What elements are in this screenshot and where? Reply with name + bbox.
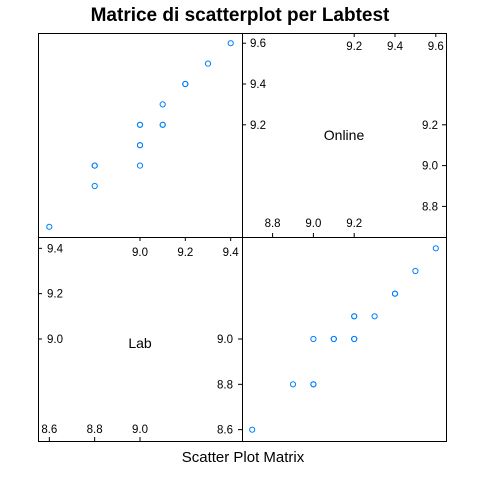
scatter-online-vs-lab-point-6 bbox=[136, 142, 144, 149]
scatter-online-vs-lab-point-13 bbox=[182, 80, 189, 88]
online-right-tick-0: 8.8 bbox=[422, 201, 438, 213]
scatter-lab-vs-online-point-14 bbox=[412, 267, 419, 275]
scatter-lab-vs-online-point-3 bbox=[310, 381, 317, 388]
lab-top-tick-3: 9.2 bbox=[177, 247, 193, 259]
scatter-lab-vs-online-point-15 bbox=[432, 245, 439, 252]
scatter-online-vs-lab-point-0 bbox=[46, 223, 53, 230]
scatter-lab-vs-online-point-4 bbox=[310, 335, 317, 343]
online-left-tick-2: 9.2 bbox=[250, 120, 266, 132]
online-bottom-tick-1: 9.0 bbox=[305, 218, 321, 230]
online-top-tick-3: 9.4 bbox=[387, 41, 404, 53]
online-bottom-tick-2: 9.2 bbox=[346, 218, 362, 230]
online-left-tick-3: 9.4 bbox=[250, 79, 267, 91]
lab-bottom-tick-0: 8.6 bbox=[41, 424, 57, 436]
diagonal-label-lab: Lab bbox=[128, 335, 152, 351]
scatter-lab-vs-online-point-0 bbox=[249, 426, 256, 433]
scatter-online-vs-lab-point-1 bbox=[91, 182, 98, 190]
scatter-online-vs-lab-point-10 bbox=[159, 121, 166, 128]
scatter-online-vs-lab-point-8 bbox=[136, 121, 144, 128]
online-bottom-tick-0: 8.8 bbox=[265, 218, 281, 230]
online-right-tick-1: 9.0 bbox=[422, 161, 438, 173]
lab-left-tick-2: 9.0 bbox=[47, 334, 63, 346]
online-top-tick-2: 9.2 bbox=[346, 41, 362, 53]
scatter-lab-vs-online-point-13 bbox=[391, 290, 399, 297]
scatter-lab-vs-online-point-1 bbox=[289, 381, 297, 388]
scatter-online-vs-lab-point-11 bbox=[159, 101, 166, 108]
chart-title: Matrice di scatterplot per Labtest bbox=[91, 5, 390, 26]
scatter-lab-vs-online-point-6 bbox=[330, 335, 337, 343]
lab-bottom-tick-1: 8.8 bbox=[87, 424, 103, 436]
lab-top-tick-2: 9.0 bbox=[132, 247, 148, 259]
lab-left-tick-4: 9.4 bbox=[47, 243, 64, 255]
scatter-lab-vs-online-point-11 bbox=[371, 313, 378, 320]
online-left-tick-4: 9.6 bbox=[250, 38, 266, 50]
scatter-lab-vs-online-point-8 bbox=[351, 335, 358, 343]
online-top-tick-4: 9.6 bbox=[428, 41, 444, 53]
scatter-online-vs-lab-point-14 bbox=[204, 60, 212, 67]
lab-right-tick-0: 8.6 bbox=[217, 425, 233, 437]
online-right-tick-2: 9.2 bbox=[422, 120, 438, 132]
scatter-online-vs-lab-point-3 bbox=[91, 162, 98, 169]
lab-right-tick-1: 8.8 bbox=[217, 379, 233, 391]
scatter-online-vs-lab-point-15 bbox=[227, 40, 234, 47]
x-axis-label: Scatter Plot Matrix bbox=[182, 449, 305, 466]
lab-top-tick-4: 9.4 bbox=[223, 247, 240, 259]
scatter-lab-vs-online-point-10 bbox=[351, 313, 358, 320]
lab-bottom-tick-2: 9.0 bbox=[132, 424, 148, 436]
scatter-online-vs-lab-point-4 bbox=[136, 162, 144, 169]
lab-left-tick-3: 9.2 bbox=[47, 289, 63, 301]
lab-right-tick-2: 9.0 bbox=[217, 334, 233, 346]
diagonal-label-online: Online bbox=[324, 127, 365, 143]
